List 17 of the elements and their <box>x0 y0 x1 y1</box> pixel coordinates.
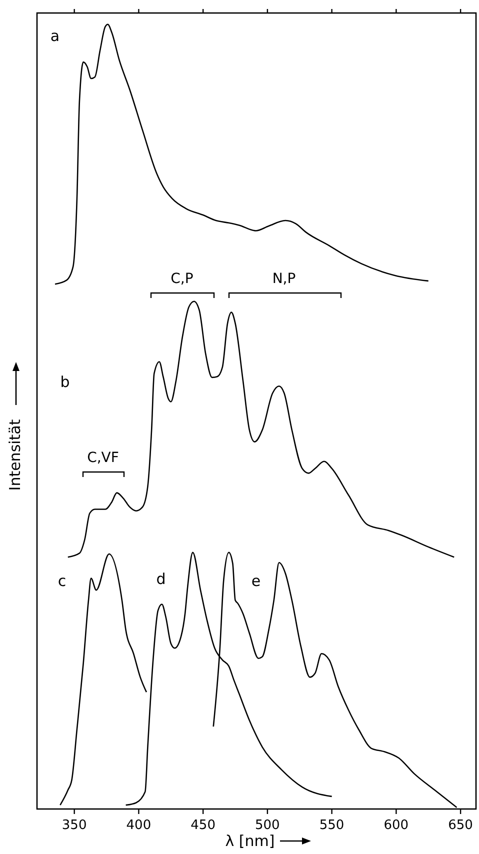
x-tick-label: 400 <box>126 818 152 833</box>
annotation: d <box>156 570 166 588</box>
x-tick-label: 450 <box>190 818 216 833</box>
annotation: a <box>50 27 60 46</box>
annotation: C,VF <box>87 450 119 466</box>
x-axis-title: λ [nm] <box>225 832 275 850</box>
annotation: b <box>60 373 70 392</box>
x-tick-label: 550 <box>319 818 344 833</box>
x-tick-label: 500 <box>255 818 280 833</box>
x-tick-label: 650 <box>448 818 473 833</box>
annotation: e <box>251 572 261 590</box>
annotation: c <box>58 572 66 590</box>
y-axis-title: Intensität <box>6 419 24 491</box>
annotation: N,P <box>272 271 296 287</box>
x-tick-label: 350 <box>62 818 87 833</box>
annotation: C,P <box>170 271 194 287</box>
x-tick-label: 600 <box>384 818 409 833</box>
